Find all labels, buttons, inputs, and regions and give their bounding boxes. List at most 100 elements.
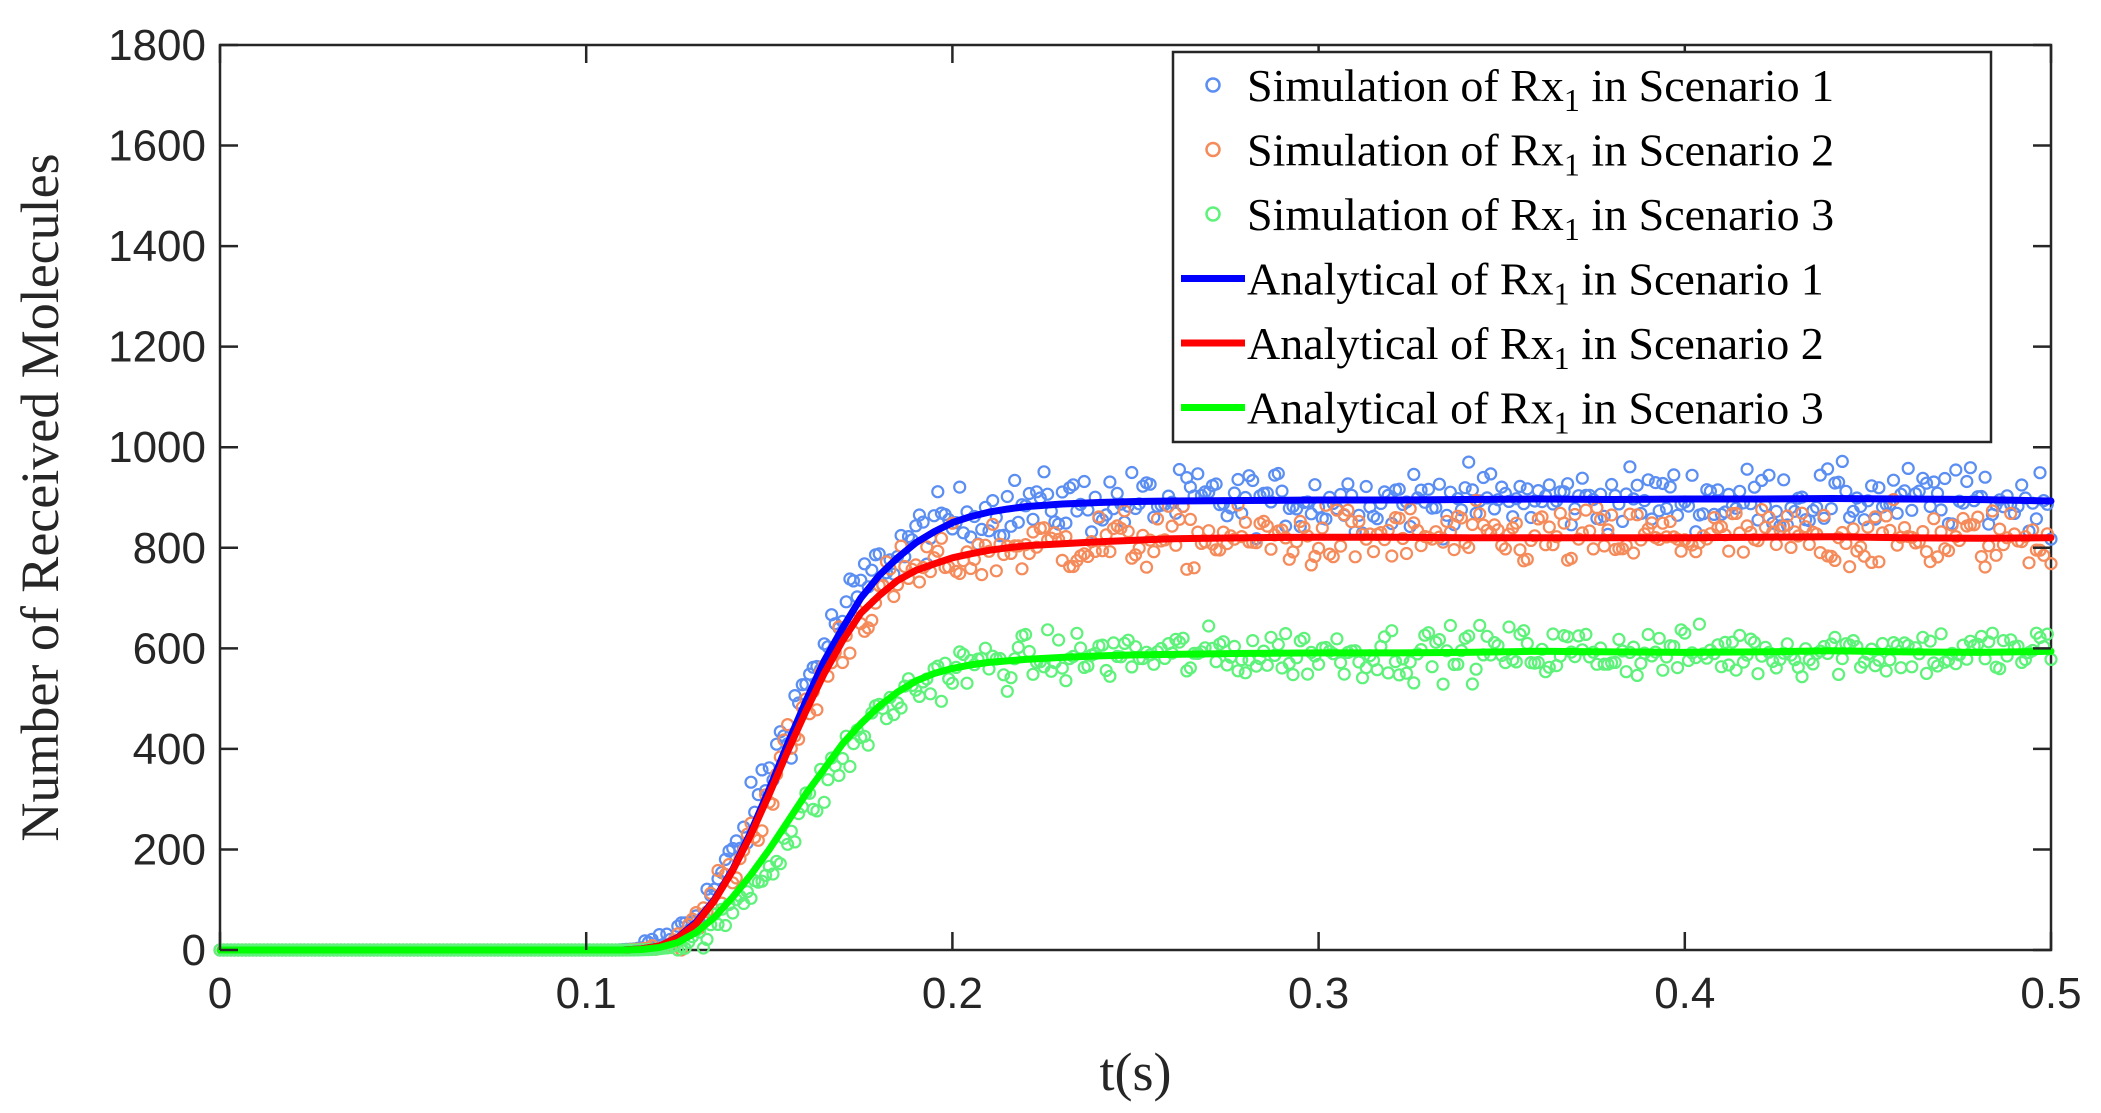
sim-point xyxy=(821,773,835,787)
sim-point xyxy=(1088,544,1102,559)
sim-point xyxy=(1919,476,1934,490)
sim-point xyxy=(1674,623,1688,637)
sim-point xyxy=(1026,667,1040,681)
sim-point xyxy=(2007,506,2022,521)
legend-label: Simulation of Rx1 in Scenario 2 xyxy=(1247,125,1834,183)
sim-point xyxy=(861,621,875,635)
sim-point xyxy=(2004,633,2018,647)
sim-point xyxy=(1641,627,1655,642)
sim-point xyxy=(744,891,758,905)
y-tick-label: 0 xyxy=(182,926,206,975)
sim-point xyxy=(1542,660,1556,674)
sim-point xyxy=(1784,540,1798,555)
sim-point xyxy=(817,795,831,809)
sim-point xyxy=(1941,544,1956,558)
sim-point xyxy=(1747,635,1762,649)
x-axis-ticks: 0 0.1 0.2 0.3 0.4 0.5 xyxy=(208,45,2082,1018)
sim-point xyxy=(1714,660,1729,674)
sim-point xyxy=(1985,504,2000,518)
legend-entry-1: Simulation of Rx1 in Scenario 1 xyxy=(1205,60,1834,118)
sim-point xyxy=(1564,551,1578,565)
sim-point xyxy=(1864,555,1879,570)
sim-point xyxy=(835,655,850,670)
sim-point xyxy=(1663,480,1677,494)
sim-point xyxy=(1593,512,1608,527)
sim-point xyxy=(1341,477,1355,491)
sim-point xyxy=(810,804,824,818)
sim-point xyxy=(1114,521,1128,535)
sim-point xyxy=(839,595,853,609)
legend-label: Simulation of Rx1 in Scenario 1 xyxy=(1247,60,1834,118)
sim-point xyxy=(1879,664,1893,678)
sim-point xyxy=(1934,503,1948,517)
sim-point xyxy=(975,567,989,582)
sim-point xyxy=(1026,525,1040,539)
sim-point xyxy=(1172,635,1187,649)
x-tick-label: 0.1 xyxy=(556,969,617,1018)
sim-point xyxy=(1337,667,1351,681)
sim-point xyxy=(1513,543,1527,557)
sim-point xyxy=(1656,516,1670,530)
sim-point xyxy=(1476,470,1491,485)
legend-box xyxy=(1171,50,1993,444)
sim-point xyxy=(1747,480,1762,494)
sim-point xyxy=(711,863,725,878)
legend-entry-2: Simulation of Rx1 in Scenario 2 xyxy=(1205,125,1834,183)
y-axis-ticks: 0 200 400 600 800 1000 1200 1400 1600 1800 xyxy=(108,21,2051,975)
sim-point xyxy=(872,547,886,561)
sim-point xyxy=(1220,658,1234,672)
sim-point xyxy=(1916,630,1930,644)
sim-point xyxy=(1421,482,1436,496)
sim-point xyxy=(1414,483,1428,497)
sim-point xyxy=(934,531,949,545)
y-tick-label: 800 xyxy=(133,524,206,573)
sim-point xyxy=(1385,624,1399,638)
sim-point xyxy=(1150,512,1165,526)
sim-point xyxy=(1978,470,1992,484)
sim-point xyxy=(1432,632,1447,647)
sim-point xyxy=(1311,541,1326,555)
sim-point xyxy=(766,867,780,881)
sim-point xyxy=(1473,618,1487,633)
x-axis-label: t(s) xyxy=(1100,1042,1172,1102)
sim-point xyxy=(1231,472,1245,487)
sim-point xyxy=(1341,503,1355,517)
sim-point xyxy=(1630,668,1644,683)
sim-point xyxy=(1385,549,1399,563)
sim-point xyxy=(1011,515,1025,529)
sim-point xyxy=(1191,467,1205,481)
sim-point xyxy=(975,522,989,537)
sim-point xyxy=(2037,548,2051,562)
sim-point xyxy=(1919,666,1934,681)
sim-point xyxy=(989,564,1003,578)
sim-point xyxy=(923,687,938,701)
sim-point xyxy=(1835,454,1849,468)
sim-point xyxy=(1513,479,1527,493)
sim-point xyxy=(1879,509,1893,523)
sim-point xyxy=(1872,481,1886,495)
y-tick-label: 600 xyxy=(133,624,206,673)
sim-point xyxy=(865,706,879,720)
sim-point xyxy=(1246,633,1260,648)
sim-point xyxy=(1462,540,1476,555)
analytical-line-3 xyxy=(216,647,2055,954)
sim-point xyxy=(1443,618,1458,633)
legend-label: Analytical of Rx1 in Scenario 3 xyxy=(1247,383,1824,441)
sim-point xyxy=(1989,548,2003,562)
sim-point xyxy=(1370,512,1384,526)
sim-point xyxy=(1220,509,1234,523)
sim-point xyxy=(1509,655,1523,669)
sim-point xyxy=(931,485,945,499)
sim-point xyxy=(755,824,769,838)
sim-point xyxy=(1597,509,1611,523)
sim-point xyxy=(1927,512,1941,526)
sim-point xyxy=(1502,620,1516,634)
sim-point xyxy=(1831,475,1846,489)
sim-point xyxy=(1623,460,1637,474)
sim-point xyxy=(934,694,949,708)
sim-point xyxy=(1513,627,1527,641)
sim-point xyxy=(887,707,901,722)
sim-point xyxy=(2015,478,2029,492)
sim-point xyxy=(1051,633,1066,647)
sim-point xyxy=(1795,506,1809,520)
